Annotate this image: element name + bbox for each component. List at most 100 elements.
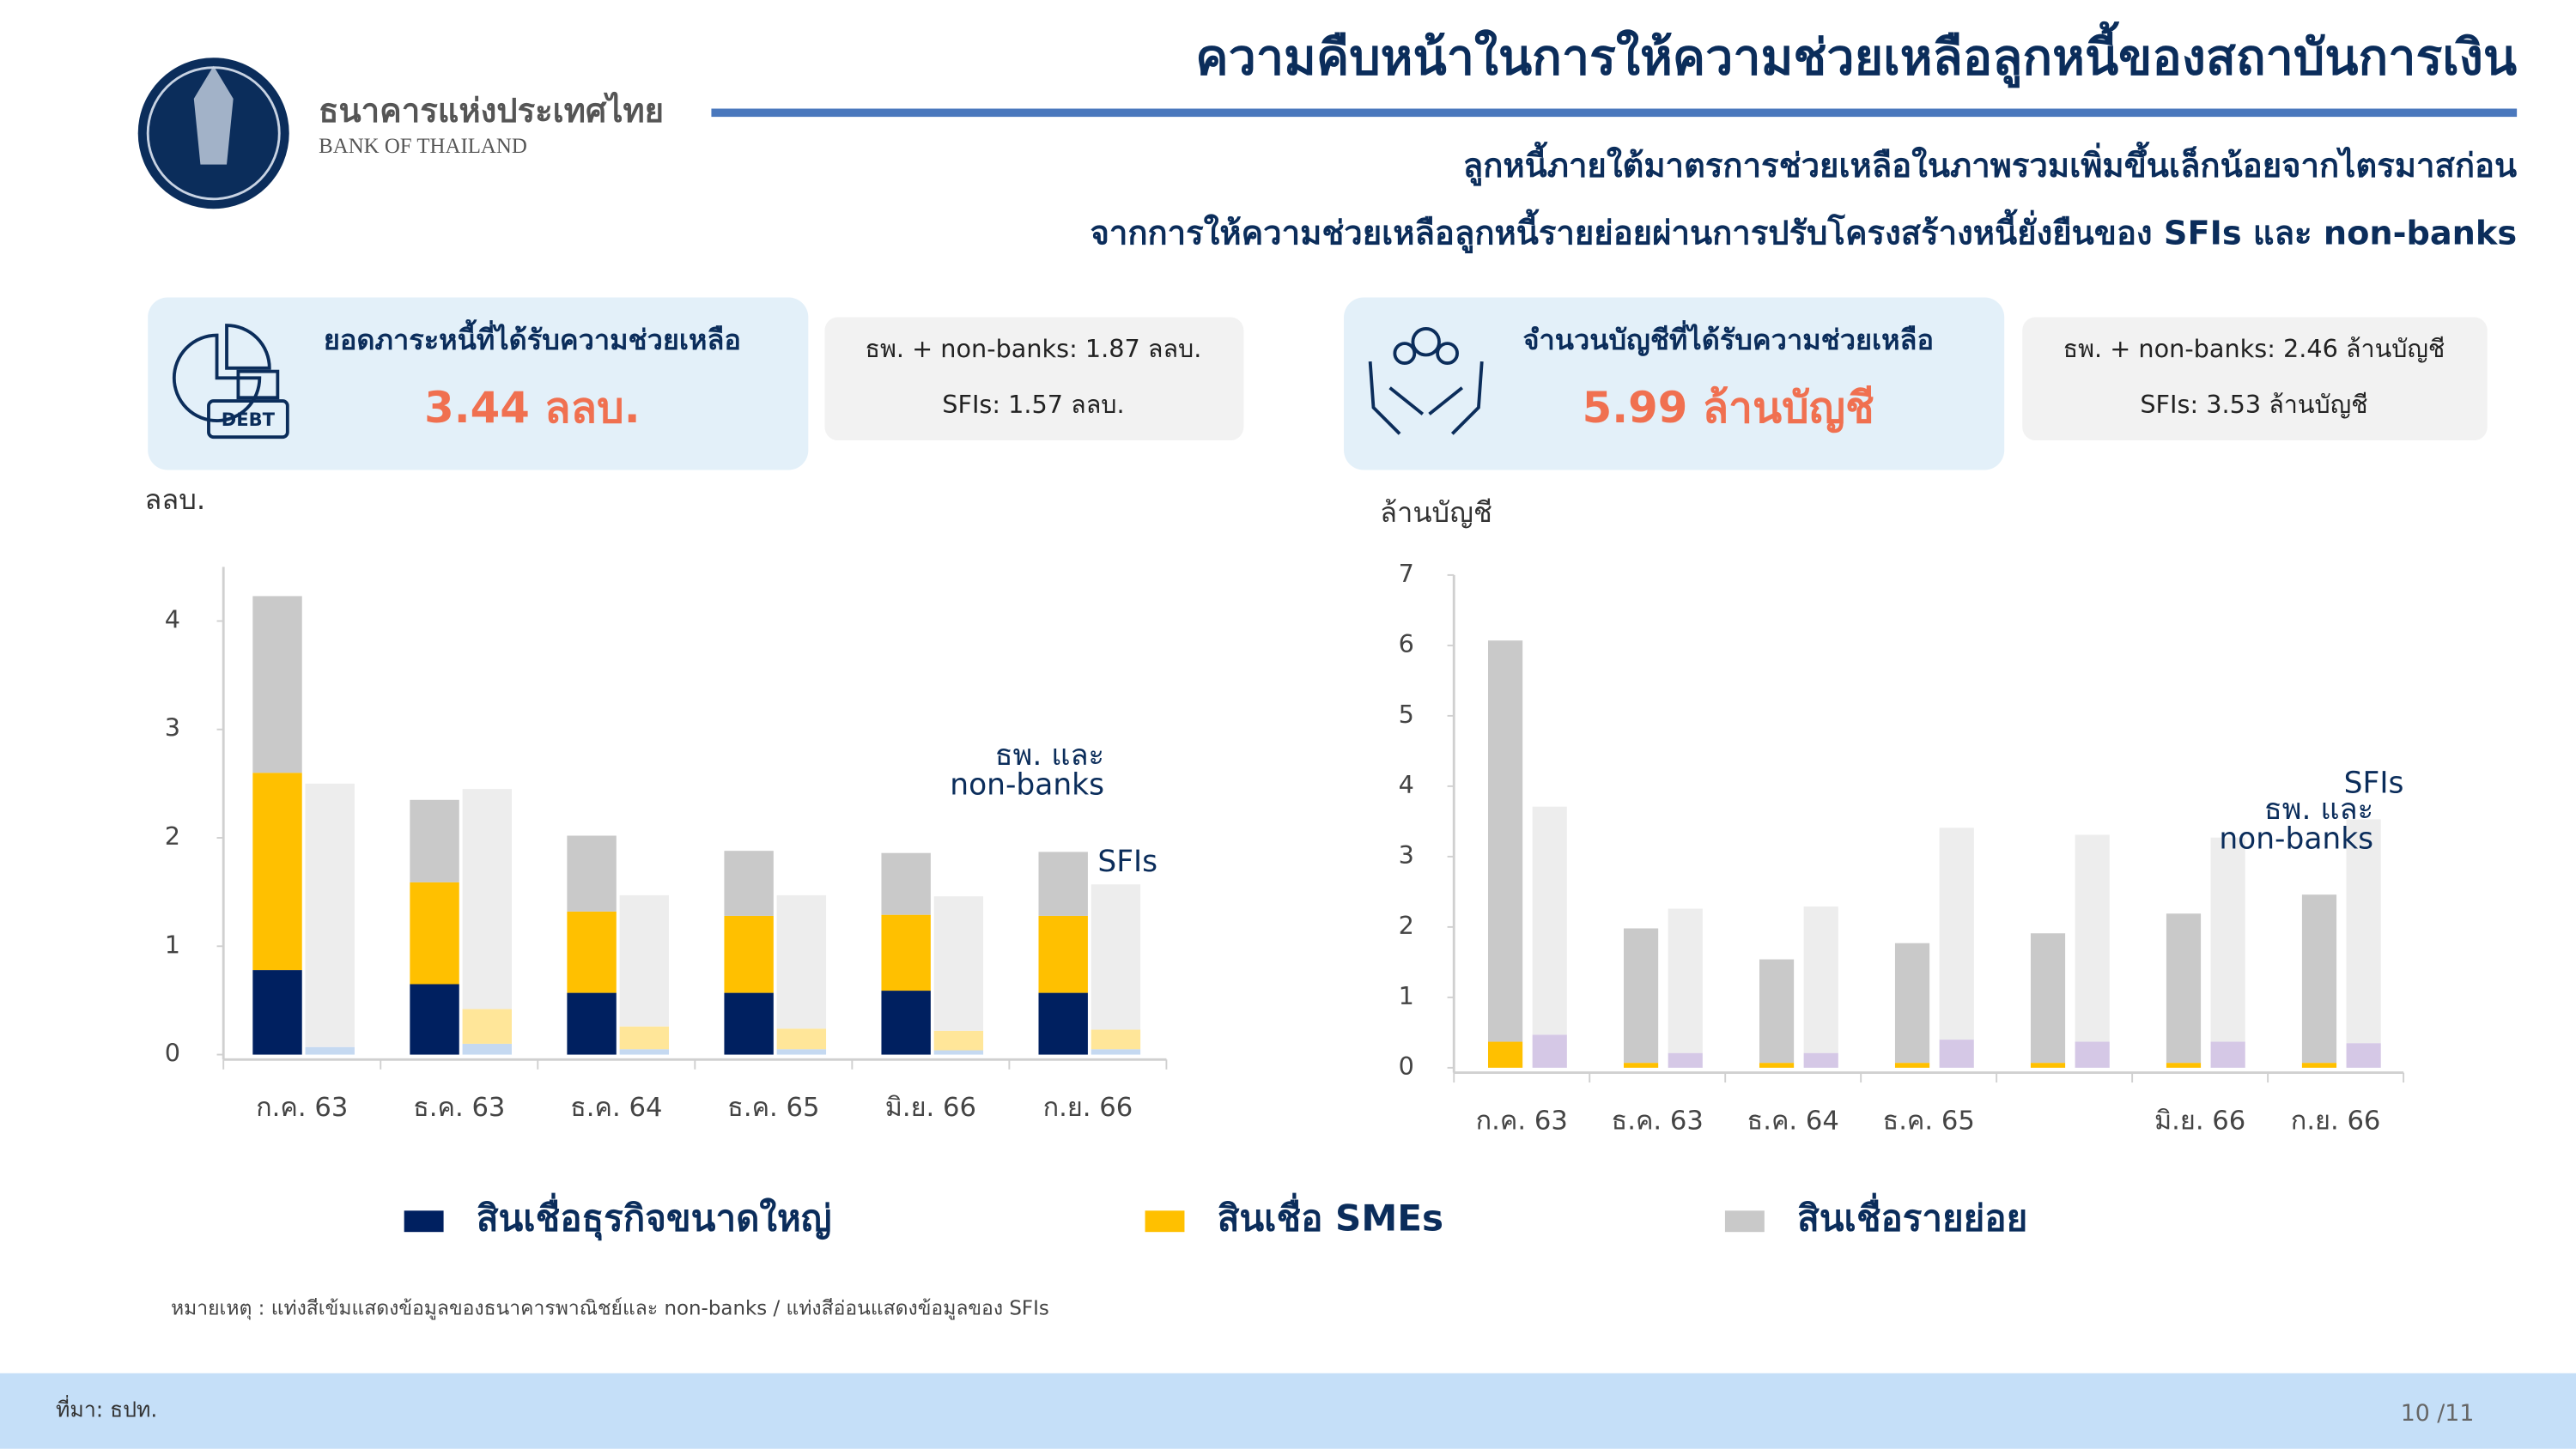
card-label: ยอดภาระหนี้ที่ได้รับความช่วยเหลือ <box>324 319 741 356</box>
bar-segment <box>619 1026 670 1050</box>
x-tick-label: ธ.ค. 63 <box>1612 1106 1704 1137</box>
legend-label: สินเชื่อรายย่อย <box>1797 1192 2027 1239</box>
bar-segment <box>933 1030 984 1051</box>
bar-segment <box>1894 1063 1930 1068</box>
bar-segment <box>1091 884 1141 1030</box>
bar-segment <box>1803 906 1838 1053</box>
card-detail: SFIs: 1.57 ลลบ. <box>942 390 1124 419</box>
bar-segment <box>1759 1063 1795 1068</box>
bar-segment <box>881 991 931 1055</box>
card-label: จำนวนบัญชีที่ได้รับความช่วยเหลือ <box>1522 320 1934 356</box>
title-rule <box>711 108 2518 118</box>
bar-segment <box>724 992 774 1055</box>
y-tick-label: 2 <box>165 822 180 851</box>
y-tick-label: 5 <box>1399 700 1414 729</box>
card-detail: ธพ. + non-banks: 1.87 ลลบ. <box>865 334 1201 363</box>
bar-segment <box>2166 913 2202 1064</box>
bar-segment <box>2210 1041 2245 1068</box>
card <box>1344 297 2005 470</box>
bar-segment <box>1803 1052 1838 1068</box>
footer-page: 10 /11 <box>2401 1400 2475 1427</box>
hands-icon <box>1368 326 1484 435</box>
card <box>148 297 809 470</box>
bar-segment <box>1894 943 1930 1064</box>
bank-name-en: BANK OF THAILAND <box>319 135 527 158</box>
y-axis-label: ล้านบัญชี <box>1380 496 1492 529</box>
logo-emblem <box>193 65 234 165</box>
bar-segment <box>2030 1063 2066 1068</box>
bar-segment <box>1939 828 1974 1040</box>
bar-segment <box>2075 834 2110 1042</box>
y-tick-label: 1 <box>1399 981 1414 1010</box>
y-tick-label: 4 <box>1399 770 1414 799</box>
x-tick-label: มิ.ย. 66 <box>2154 1106 2245 1137</box>
bank-name: ธนาคารแห่งประเทศไทย <box>319 91 664 130</box>
bar-segment <box>305 1046 355 1055</box>
y-tick-label: 7 <box>1399 559 1414 588</box>
y-tick-label: 0 <box>1399 1052 1414 1081</box>
x-tick-label: ธ.ค. 65 <box>727 1093 819 1123</box>
bar-segment <box>933 1050 984 1055</box>
bar-segment <box>410 799 459 882</box>
bar-segment <box>305 783 355 1047</box>
bar-segment <box>776 1028 827 1050</box>
bar-segment <box>1623 928 1659 1064</box>
x-tick-label: ก.ย. 66 <box>1043 1093 1133 1123</box>
x-tick-label: ก.ย. 66 <box>2291 1106 2381 1137</box>
bar-segment <box>724 915 774 993</box>
card-value: 3.44 ลลบ. <box>424 383 640 433</box>
y-tick-label: 6 <box>1399 629 1414 658</box>
bar-segment <box>1091 1029 1141 1050</box>
bar-segment <box>1488 1041 1523 1068</box>
y-tick-label: 3 <box>1399 840 1414 870</box>
x-tick-label: ธ.ค. 63 <box>413 1093 505 1123</box>
bar-segment <box>1668 1052 1703 1068</box>
bar-segment <box>1038 915 1088 993</box>
bar-segment <box>1668 908 1703 1053</box>
legend-swatch <box>404 1210 444 1233</box>
bar-segment <box>1623 1063 1659 1068</box>
bar-segment <box>776 1049 827 1055</box>
card-detail: SFIs: 3.53 ล้านบัญชี <box>2140 390 2367 419</box>
bar-segment <box>462 1009 512 1044</box>
bar-segment <box>2075 1041 2110 1068</box>
bar-segment <box>724 851 774 916</box>
bar-segment <box>567 992 617 1055</box>
footer-source: ที่มา: ธปท. <box>56 1395 157 1422</box>
bar-segment <box>1759 959 1795 1064</box>
subtitle: ลูกหนี้ภายใต้มาตรการช่วยเหลือในภาพรวมเพิ… <box>1463 142 2517 186</box>
bar-segment <box>776 894 827 1029</box>
stack-label: SFIs <box>2344 767 2404 801</box>
bar-segment <box>1091 1049 1141 1055</box>
y-tick-label: 4 <box>165 604 180 634</box>
icon-label: DEBT <box>222 409 276 430</box>
page-title: ความคืบหน้าในการให้ความช่วยเหลือลูกหนี้ข… <box>1195 21 2517 88</box>
stack-label: non-banks <box>2219 822 2373 857</box>
bar-segment <box>410 882 459 985</box>
footer-bar <box>0 1373 2576 1449</box>
card-detail-box <box>2022 317 2488 441</box>
bar-segment <box>933 896 984 1031</box>
x-tick-label: มิ.ย. 66 <box>885 1093 976 1123</box>
legend-swatch <box>1724 1210 1765 1233</box>
legend-swatch <box>1145 1210 1185 1233</box>
subtitle: จากการให้ความช่วยเหลือลูกหนี้รายย่อยผ่าน… <box>1090 209 2517 253</box>
bar-segment <box>619 894 670 1027</box>
legend: สินเชื่อธุรกิจขนาดใหญ่ สินเชื่อ SMEs สินเช… <box>404 1192 2027 1240</box>
bar-segment <box>881 914 931 991</box>
debt-icon <box>172 324 289 440</box>
stack-label: SFIs <box>1097 845 1157 879</box>
bar-segment <box>2166 1063 2202 1068</box>
bar-segment <box>567 835 617 912</box>
bar-segment <box>462 1043 512 1055</box>
y-tick-label: 2 <box>1399 911 1414 940</box>
bar-segment <box>462 789 512 1009</box>
legend-label: สินเชื่อธุรกิจขนาดใหญ่ <box>477 1192 832 1240</box>
legend-label: สินเชื่อ SMEs <box>1218 1192 1443 1239</box>
bar-segment <box>2346 1043 2381 1068</box>
bar-segment <box>252 970 302 1055</box>
stack-label: non-banks <box>950 767 1104 802</box>
stack-label: ธพ. และ <box>995 738 1104 773</box>
bar-segment <box>252 596 302 773</box>
